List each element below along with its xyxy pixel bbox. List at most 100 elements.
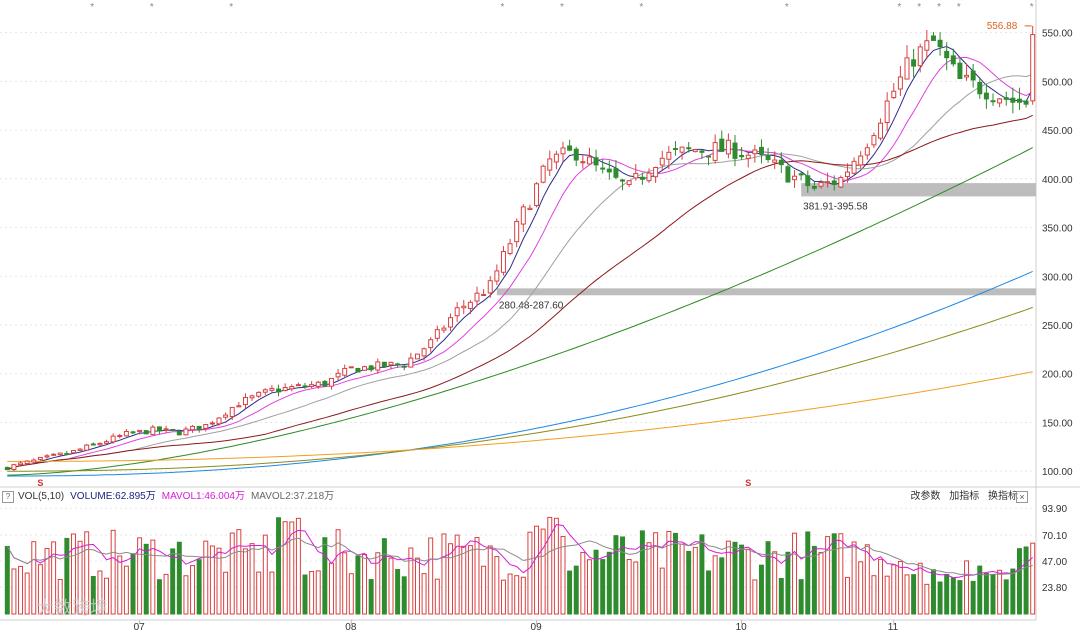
- volume-bar: [309, 571, 315, 615]
- candle-body: [163, 428, 169, 431]
- sell-marker: S: [745, 478, 751, 488]
- candle-body: [997, 98, 1003, 104]
- volume-bar: [467, 545, 473, 615]
- signal-marker: *: [229, 2, 233, 13]
- volume-bar: [957, 580, 963, 615]
- candle-body: [500, 251, 506, 273]
- volume-bar: [216, 547, 222, 615]
- volume-bar: [302, 574, 308, 615]
- candle-body: [467, 301, 473, 309]
- volume-bar: [878, 558, 884, 615]
- signal-marker: *: [897, 2, 901, 13]
- volume-bar: [117, 555, 123, 615]
- candle-body: [276, 388, 282, 393]
- candle-body: [977, 81, 983, 95]
- candle-body: [428, 339, 434, 349]
- candle-body: [1003, 97, 1009, 100]
- candle-body: [653, 167, 659, 178]
- candle-body: [375, 361, 381, 371]
- volume-tick-label: 70.10: [1042, 531, 1067, 542]
- indicator-buttons: 改参数 加指标 换指标: [904, 489, 1018, 505]
- candle-body: [507, 243, 513, 255]
- candle-body: [593, 157, 599, 166]
- volume-bar: [1010, 568, 1016, 615]
- add-indicator-button[interactable]: 加指标: [949, 491, 980, 502]
- volume-bar: [176, 541, 182, 615]
- candle-body: [474, 292, 480, 302]
- help-icon[interactable]: ?: [2, 491, 14, 503]
- volume-bar: [646, 542, 652, 615]
- candle-body: [441, 327, 447, 331]
- volume-tick-label: 93.90: [1042, 504, 1067, 515]
- candle-body: [805, 175, 811, 187]
- candle-body: [567, 145, 573, 151]
- candle-body: [573, 148, 579, 161]
- volume-bar: [388, 557, 394, 615]
- candle-body: [878, 122, 884, 139]
- volume-bar: [593, 549, 599, 615]
- volume-bar: [474, 537, 480, 615]
- candle-body: [110, 435, 116, 443]
- volume-bar: [825, 536, 831, 615]
- volume-bar: [937, 581, 943, 615]
- volume-bar: [381, 538, 387, 615]
- candle-body: [57, 452, 63, 456]
- candle-body: [242, 397, 248, 406]
- candle-body: [282, 387, 288, 392]
- candle-body: [454, 307, 460, 317]
- candle-body: [904, 57, 910, 80]
- volume-bar: [130, 553, 136, 615]
- candle-body: [851, 160, 857, 174]
- candle-body: [983, 92, 989, 100]
- gap-zone-label: 280.48-287.60: [499, 300, 564, 311]
- volume-bar: [57, 578, 63, 615]
- candle-body: [785, 166, 791, 183]
- volume-bar: [534, 525, 540, 615]
- volume-bar: [699, 534, 705, 615]
- candle-body: [328, 377, 334, 387]
- volume-bar: [586, 559, 592, 615]
- gap-zone-label: 381.91-395.58: [803, 201, 868, 212]
- candle-body: [401, 365, 407, 368]
- volume-bar: [4, 545, 10, 615]
- candle-body: [348, 366, 354, 369]
- candle-body: [315, 381, 321, 387]
- volume-bar: [844, 576, 850, 615]
- candle-body: [170, 428, 176, 431]
- edit-params-button[interactable]: 改参数: [910, 491, 941, 502]
- signal-marker: *: [150, 2, 154, 13]
- candle-body: [84, 444, 90, 451]
- volume-value-label: VOLUME:62.895万: [70, 491, 156, 502]
- volume-bar: [487, 545, 493, 615]
- candle-body: [666, 151, 672, 160]
- volume-bar: [983, 573, 989, 615]
- volume-bar: [18, 565, 24, 615]
- close-icon[interactable]: ×: [1016, 491, 1028, 503]
- candle-body: [150, 426, 156, 436]
- candle-body: [322, 380, 328, 387]
- volume-bar: [930, 569, 936, 615]
- switch-indicator-button[interactable]: 换指标: [988, 491, 1018, 502]
- volume-bar: [679, 543, 685, 615]
- candle-body: [725, 139, 731, 155]
- volume-bar: [719, 557, 725, 615]
- volume-bar: [262, 534, 268, 615]
- candle-body: [858, 155, 864, 166]
- candle-body: [130, 431, 136, 434]
- candle-body: [295, 384, 301, 387]
- volume-bar: [520, 576, 526, 615]
- candle-body: [216, 417, 222, 425]
- candle-body: [692, 149, 698, 153]
- volume-bar: [64, 537, 70, 615]
- candle-body: [646, 172, 652, 182]
- signal-marker: *: [639, 2, 643, 13]
- volume-bar: [514, 575, 520, 615]
- volume-bar: [97, 570, 103, 615]
- candle-body: [37, 456, 43, 460]
- volume-bar: [315, 570, 321, 615]
- volume-bar: [818, 551, 824, 615]
- gap-zone: [496, 288, 1036, 296]
- signal-marker: *: [1030, 2, 1034, 13]
- candle-body: [897, 76, 903, 90]
- candle-body: [229, 406, 235, 418]
